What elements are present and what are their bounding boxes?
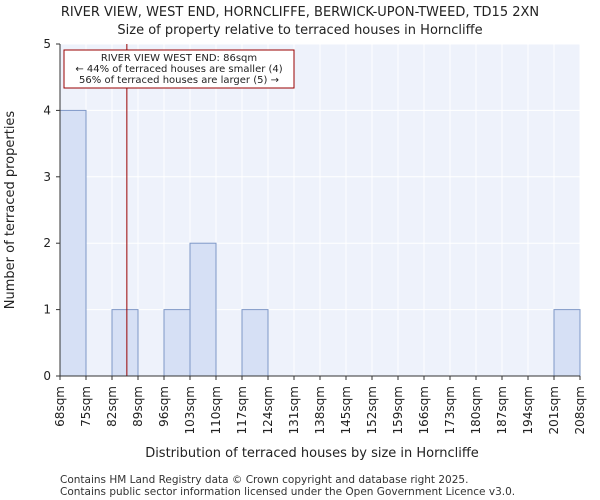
x-tick-label-82sqm: 82sqm [105, 386, 119, 427]
x-tick-label-103sqm: 103sqm [183, 386, 197, 434]
annotation-box [63, 49, 295, 89]
x-ticks: 68sqm 75sqm 82sqm 89sqm 96sqm 103sqm 110sqm 117… [53, 376, 587, 434]
x-tick-label-145sqm: 145sqm [339, 386, 353, 434]
x-tick-label-68sqm: 68sqm [53, 386, 67, 427]
x-tick-label-131sqm: 131sqm [287, 386, 301, 434]
bar-68sqm [59, 109, 87, 377]
x-axis-label: Distribution of terraced houses by size … [145, 446, 479, 461]
y-ticks: 0 1 2 3 4 5 [43, 37, 60, 383]
x-tick-label-194sqm: 194sqm [521, 386, 535, 434]
x-tick-label-173sqm: 173sqm [443, 386, 457, 434]
annotation-line-1: RIVER VIEW WEST END: 86sqm [101, 53, 257, 64]
y-tick-label-1: 1 [43, 303, 51, 317]
footer-line-1: Contains HM Land Registry data © Crown c… [60, 474, 468, 486]
bar-103sqm [189, 242, 217, 377]
x-tick-label-201sqm: 201sqm [547, 386, 561, 434]
y-tick-label-4: 4 [43, 103, 51, 117]
bars [59, 109, 581, 377]
x-tick-label-117sqm: 117sqm [235, 386, 249, 434]
x-tick-label-152sqm: 152sqm [365, 386, 379, 434]
annotation-line-2: ← 44% of terraced houses are smaller (4) [75, 64, 282, 75]
x-tick-label-166sqm: 166sqm [417, 386, 431, 434]
footer-line-2: Contains public sector information licen… [60, 486, 515, 498]
y-axis-label: Number of terraced properties [3, 111, 18, 310]
x-tick-label-180sqm: 180sqm [469, 386, 483, 434]
marker-annotation: RIVER VIEW WEST END: 86sqm ← 44% of terr… [63, 49, 295, 89]
x-tick-label-124sqm: 124sqm [261, 386, 275, 434]
x-tick-label-208sqm: 208sqm [573, 386, 587, 434]
x-tick-label-138sqm: 138sqm [313, 386, 327, 434]
x-tick-label-75sqm: 75sqm [79, 386, 93, 427]
annotation-line-3: 56% of terraced houses are larger (5) → [79, 75, 279, 86]
x-tick-label-96sqm: 96sqm [157, 386, 171, 427]
y-tick-label-5: 5 [43, 37, 51, 51]
y-tick-label-2: 2 [43, 236, 51, 250]
bar-201sqm [553, 309, 581, 377]
chart-subtitle: Size of property relative to terraced ho… [117, 23, 482, 38]
x-tick-label-159sqm: 159sqm [391, 386, 405, 434]
y-tick-label-3: 3 [43, 170, 51, 184]
x-tick-label-110sqm: 110sqm [209, 386, 223, 434]
bar-96sqm [163, 309, 191, 377]
bar-82sqm [111, 309, 139, 377]
chart-title: RIVER VIEW, WEST END, HORNCLIFFE, BERWIC… [61, 5, 539, 20]
y-tick-label-0: 0 [43, 369, 51, 383]
bar-117sqm [241, 309, 269, 377]
x-tick-label-89sqm: 89sqm [131, 386, 145, 427]
x-tick-label-187sqm: 187sqm [495, 386, 509, 434]
